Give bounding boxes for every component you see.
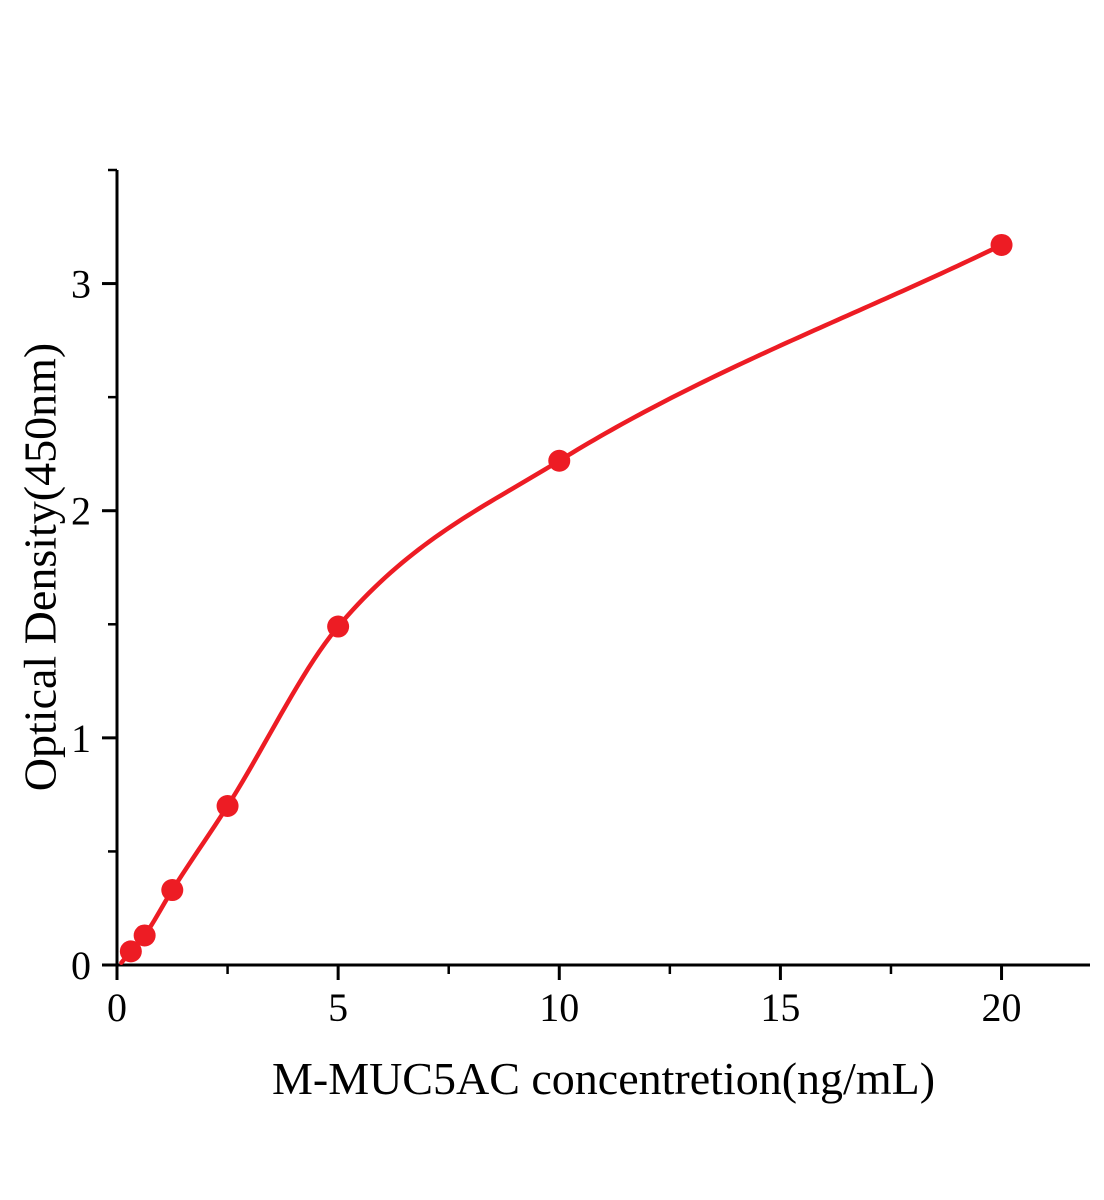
x-tick-label: 5 — [328, 985, 348, 1030]
x-axis-label: M-MUC5AC concentretion(ng/mL) — [271, 1053, 936, 1104]
y-tick-label: 2 — [71, 489, 91, 534]
y-tick-label: 0 — [71, 943, 91, 988]
data-point — [327, 615, 350, 638]
x-tick-label: 20 — [982, 985, 1022, 1030]
x-tick-label: 0 — [107, 985, 127, 1030]
data-point — [119, 940, 142, 963]
y-axis-label: Optical Density(450nm) — [14, 342, 66, 792]
y-tick-label: 1 — [71, 716, 91, 761]
data-point — [161, 879, 184, 902]
data-point — [216, 795, 239, 817]
data-point — [133, 924, 156, 947]
data-point — [990, 233, 1013, 256]
y-tick-label: 3 — [71, 262, 91, 307]
axis-lines — [115, 170, 1090, 967]
data-point — [548, 449, 571, 472]
x-tick-label: 10 — [539, 985, 579, 1030]
fit-curve — [119, 242, 1004, 965]
x-tick-label: 15 — [760, 985, 800, 1030]
